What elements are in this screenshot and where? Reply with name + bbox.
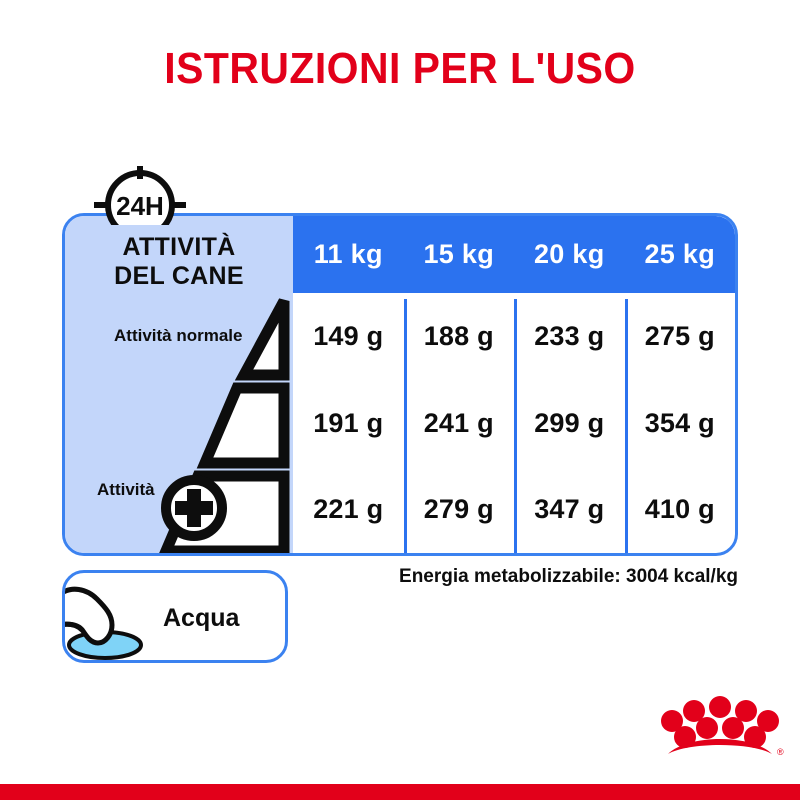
- registered-mark: ®: [777, 747, 784, 757]
- feeding-cell: 233 g: [534, 320, 605, 351]
- activity-band-medium: [196, 382, 290, 469]
- feeding-cell: 191 g: [313, 407, 384, 438]
- feeding-column-25kg: 275 g 354 g 410 g: [624, 293, 736, 553]
- weight-header-cell-3: 25 kg: [644, 239, 716, 269]
- activity-column-header: ATTIVITÀ DEL CANE: [65, 233, 293, 291]
- weight-header-cell-1: 15 kg: [423, 239, 495, 269]
- activity-label-plus: Attività: [97, 480, 155, 499]
- metabolizable-energy-note: Energia metabolizzabile: 3004 kcal/kg: [399, 566, 738, 587]
- activity-header-line-1: ATTIVITÀ: [122, 233, 236, 261]
- royal-canin-crown-logo: ®: [656, 694, 784, 764]
- feeding-cell: 279 g: [423, 494, 494, 525]
- clock-24h-icon: 24H: [88, 163, 192, 225]
- water-box: Acqua: [62, 570, 288, 663]
- weight-header-cell-2: 20 kg: [533, 239, 605, 269]
- bottom-red-bar: [0, 784, 800, 800]
- activity-level-graphic: Attività normale Attività: [65, 293, 293, 553]
- feeding-cell: 149 g: [313, 320, 384, 351]
- feeding-column-20kg: 233 g 299 g 347 g: [514, 293, 625, 553]
- feeding-cell: 275 g: [644, 320, 715, 351]
- activity-header-line-2: DEL CANE: [114, 262, 244, 290]
- feeding-cell: 354 g: [644, 407, 715, 438]
- feeding-cell: 241 g: [423, 407, 494, 438]
- feeding-guide-table: ATTIVITÀ DEL CANE Attività normale Attiv…: [62, 213, 738, 556]
- activity-band-normal: [234, 298, 290, 381]
- water-label: Acqua: [163, 604, 240, 632]
- weight-header-cell-0: 11 kg: [313, 239, 383, 269]
- feeding-cell: 221 g: [313, 494, 384, 525]
- feeding-cell: 347 g: [534, 494, 605, 525]
- dog-drinking-water-icon: [65, 586, 143, 660]
- activity-label-normal: Attività normale: [114, 326, 243, 345]
- weight-header-row: 11 kg 15 kg 20 kg 25 kg: [293, 216, 735, 293]
- page-title: ISTRUZIONI PER L'USO: [164, 44, 636, 93]
- feeding-cell: 188 g: [423, 320, 494, 351]
- clock-24h-label: 24H: [116, 191, 164, 221]
- feeding-cell: 299 g: [534, 407, 605, 438]
- feeding-column-11kg: 149 g 191 g 221 g: [293, 293, 404, 553]
- feeding-cell: 410 g: [644, 494, 715, 525]
- activity-plus-icon: [161, 475, 227, 541]
- feeding-values-grid: 149 g 191 g 221 g 188 g 241 g 279 g 233 …: [293, 293, 735, 553]
- feeding-column-15kg: 188 g 241 g 279 g: [403, 293, 515, 553]
